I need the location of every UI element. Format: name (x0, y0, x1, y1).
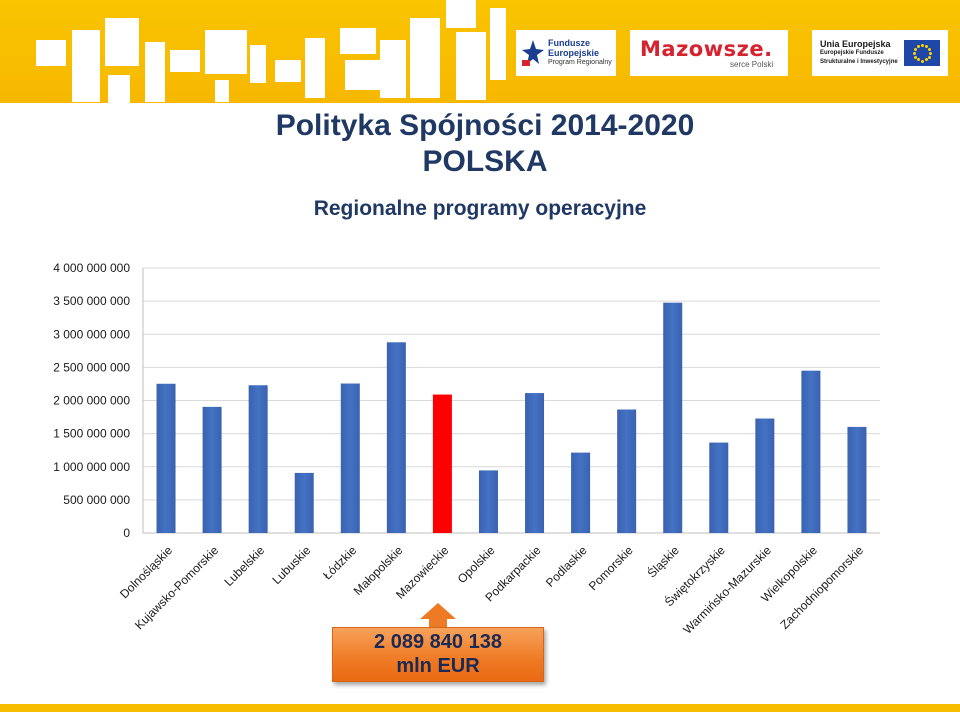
eu-star-icon (928, 51, 932, 55)
bar (248, 385, 268, 533)
callout-unit: mln EUR (396, 655, 480, 677)
bar (156, 383, 176, 533)
x-tick-label: Pomorskie (586, 543, 636, 593)
eu-flag-icon (903, 40, 940, 66)
mazowsze-logo-subtitle: serce Polski (730, 59, 774, 69)
header-decor-block (36, 40, 66, 66)
header-decor-block (105, 18, 139, 66)
header-decor-block (446, 0, 476, 28)
bar (801, 370, 821, 533)
callout-value: 2 089 840 138 (374, 631, 502, 653)
eu-star-icon (913, 47, 917, 51)
bar (294, 472, 314, 533)
header-decor-block (250, 45, 266, 83)
chart-title: Regionalne programy operacyjne (313, 197, 647, 220)
header-decor-block (340, 28, 376, 54)
footer-band (0, 704, 960, 712)
bar-highlighted (432, 394, 452, 533)
bar (709, 442, 729, 533)
y-tick-label: 1 000 000 000 (53, 460, 130, 474)
bar (525, 393, 545, 533)
ue-logo-line2: Europejskie Fundusze (820, 49, 884, 56)
bar (847, 426, 867, 533)
eu-star-icon (927, 55, 931, 59)
eu-star-icon (913, 55, 917, 59)
x-tick-label: Zachodniopomorskie (777, 543, 866, 632)
header-decor-block (275, 60, 301, 82)
y-tick-label: 3 000 000 000 (53, 327, 130, 341)
header-decor-block (170, 50, 200, 72)
eu-star-icon (920, 59, 924, 63)
ue-logo-line3: Strukturalne i Inwestycyjne (820, 58, 898, 65)
y-tick-label: 2 000 000 000 (53, 394, 130, 408)
callout-arrow-icon (420, 603, 456, 629)
x-tick-label: Lubelskie (222, 543, 268, 589)
eu-star-icon (920, 43, 924, 47)
header-decor-block (410, 18, 440, 98)
eu-star-icon (916, 44, 920, 48)
header-decor-block (305, 38, 325, 98)
eu-star-icon (924, 44, 928, 48)
fundusze-europejskie-logo: Fundusze Europejskie Program Regionalny (516, 30, 616, 76)
header-decor-block (145, 42, 165, 102)
mazowieckie-value-callout: 2 089 840 138 mln EUR (332, 627, 544, 682)
bar (340, 383, 360, 533)
y-tick-label: 2 500 000 000 (53, 360, 130, 374)
x-tick-label: Śląskie (644, 542, 682, 580)
y-tick-label: 0 (123, 526, 130, 540)
ue-logo-line1: Unia Europejska (820, 38, 891, 49)
bar (755, 418, 775, 533)
bar (617, 409, 637, 533)
x-tick-label: Kujawsko-Pomorskie (132, 543, 221, 632)
bar (663, 302, 683, 533)
fe-logo-line2: Europejskie (548, 48, 600, 58)
eu-star-icon (927, 47, 931, 51)
bar (571, 452, 591, 533)
header-decor-block (205, 30, 247, 74)
mazowsze-logo-title: Mazowsze. (640, 36, 773, 61)
page-title: Polityka Spójności 2014-2020 (275, 109, 695, 142)
eu-star-icon (924, 58, 928, 62)
bar (478, 470, 498, 533)
x-tick-label: Warmińsko-Mazurskie (680, 543, 774, 637)
y-tick-label: 1 500 000 000 (53, 427, 130, 441)
header-decor-block (380, 40, 406, 98)
x-tick-label: Lubuskie (269, 543, 313, 587)
x-tick-label: Łódzkie (320, 543, 359, 582)
header-decor-block (108, 75, 130, 103)
fe-logo-line1: Fundusze (548, 38, 590, 48)
eu-star-icon (916, 58, 920, 62)
header-decor-block (215, 80, 229, 102)
header-decor-block (72, 30, 100, 102)
y-tick-label: 3 500 000 000 (53, 294, 130, 308)
x-tick-label: Opolskie (455, 543, 498, 586)
bar (202, 406, 222, 533)
page-subtitle: POLSKA (422, 145, 548, 178)
bar-chart: 0 500 000 000 1 000 000 000 1 500 000 000 2 … (53, 261, 880, 637)
y-tick-label: 4 000 000 000 (53, 261, 130, 275)
header-decor-block (456, 32, 486, 100)
fe-logo-line3: Program Regionalny (548, 59, 612, 66)
eu-star-icon (912, 51, 916, 55)
bar (386, 342, 406, 533)
header-decor-block (490, 8, 506, 80)
y-tick-label: 500 000 000 (63, 493, 130, 507)
fe-star-icon (522, 40, 544, 66)
mazowsze-logo: Mazowsze. serce Polski (630, 30, 788, 76)
x-tick-label: Podlaskie (543, 543, 590, 590)
unia-europejska-logo: Unia Europejska Europejskie Fundusze Str… (812, 30, 948, 76)
